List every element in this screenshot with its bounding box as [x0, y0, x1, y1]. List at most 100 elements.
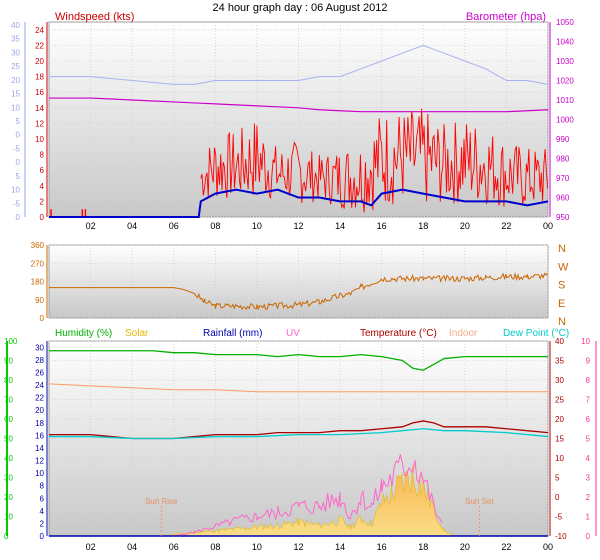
uv-tick: 6: [586, 415, 591, 424]
gust-tick: 0: [16, 213, 21, 222]
barometer-tick: 960: [556, 194, 570, 203]
legend-item: Humidity (%): [55, 328, 112, 339]
x-tick-label-top: 14: [335, 221, 345, 231]
winddir-tick: 270: [31, 259, 45, 268]
compass-label: E: [558, 298, 565, 310]
temp-tick: 35: [555, 357, 564, 366]
compass-label: S: [558, 280, 565, 292]
rain-tick: 6: [40, 494, 45, 503]
rain-tick: 24: [35, 381, 44, 390]
x-tick-label-bottom: 18: [418, 542, 428, 552]
x-tick-label-bottom: 08: [210, 542, 220, 552]
winddir-tick: 0: [40, 314, 45, 323]
solar-area: [163, 464, 456, 537]
rain-tick: 2: [40, 519, 45, 528]
gust-tick: 35: [11, 35, 20, 44]
humidity-tick: 70: [4, 396, 13, 405]
gust-tick: 10: [11, 103, 20, 112]
gust-tick: 5: [16, 172, 21, 181]
winddir-tick: 90: [35, 296, 44, 305]
gust-tick: 20: [11, 76, 20, 85]
gust-tick: 25: [11, 62, 20, 71]
sunrise-label: Sun Rise: [145, 497, 178, 506]
x-tick-label-top: 12: [293, 221, 303, 231]
rain-tick: 26: [35, 368, 44, 377]
temp-tick: 25: [555, 396, 564, 405]
legend-item: UV: [286, 328, 300, 339]
indoor-line: [48, 383, 548, 393]
humidity-tick: 30: [4, 474, 13, 483]
gust-tick: -5: [13, 144, 21, 153]
labels: 24 hour graph day : 06 August 2012 Winds…: [4, 2, 591, 552]
x-tick-label-bottom: 16: [377, 542, 387, 552]
humidity-tick: 0: [4, 532, 9, 541]
data-series: [48, 44, 549, 537]
humidity-tick: 40: [4, 454, 13, 463]
barometer-tick: 970: [556, 174, 570, 183]
rain-tick: 20: [35, 406, 44, 415]
x-tick-label-top: 02: [86, 221, 96, 231]
axes: [6, 22, 597, 536]
uv-tick: 2: [586, 493, 591, 502]
avg-wind-line: [49, 188, 549, 218]
x-tick-label-top: 08: [210, 221, 220, 231]
x-tick-label-bottom: 22: [501, 542, 511, 552]
temp-tick: 10: [555, 454, 564, 463]
barometer-tick: 1030: [556, 57, 574, 66]
humidity-tick: 90: [4, 357, 13, 366]
uv-tick: 9: [586, 357, 591, 366]
x-tick-label-top: 18: [418, 221, 428, 231]
gust-tick: 0: [16, 131, 21, 140]
barometer-tick: 980: [556, 155, 570, 164]
rain-tick: 28: [35, 356, 44, 365]
humidity-tick: 80: [4, 376, 13, 385]
rain-tick: 14: [35, 444, 44, 453]
gust-tick: -5: [13, 199, 21, 208]
x-tick-label-top: 06: [169, 221, 179, 231]
legend-item: Solar: [125, 328, 149, 339]
rain-tick: 4: [40, 507, 45, 516]
uv-tick: 0: [586, 532, 591, 541]
windspeed-tick: 0: [40, 213, 45, 222]
gust-line: [49, 44, 549, 85]
winddir-tick: 360: [31, 241, 45, 250]
temp-tick: 40: [555, 337, 564, 346]
gust-tick: 0: [16, 158, 21, 167]
rain-tick: 10: [35, 469, 44, 478]
x-tick-label-bottom: 06: [169, 542, 179, 552]
x-tick-label-bottom: 14: [335, 542, 345, 552]
rain-tick: 12: [35, 457, 44, 466]
windspeed-tick: 20: [35, 57, 44, 66]
chart-title: 24 hour graph day : 06 August 2012: [213, 2, 388, 14]
humidity-tick: 50: [4, 435, 13, 444]
barometer-tick: 1050: [556, 18, 574, 27]
uv-tick: 1: [586, 513, 591, 522]
windspeed-tick: 16: [35, 88, 44, 97]
temp-tick: 5: [555, 474, 560, 483]
rain-tick: 18: [35, 419, 44, 428]
compass-label: W: [558, 261, 569, 273]
windspeed-tick: 4: [40, 182, 45, 191]
barometer-tick: 1000: [556, 116, 574, 125]
x-tick-label-top: 04: [127, 221, 137, 231]
temp-tick: 0: [555, 493, 560, 502]
legend-item: Indoor: [449, 328, 478, 339]
winddir-line: [49, 272, 548, 311]
windspeed-tick: 6: [40, 166, 45, 175]
barometer-tick: 990: [556, 135, 570, 144]
humidity-tick: 100: [4, 337, 18, 346]
x-tick-label-bottom: 20: [460, 542, 470, 552]
windspeed-tick: 14: [35, 104, 44, 113]
temp-tick: 20: [555, 415, 564, 424]
windspeed-axis-label: Windspeed (kts): [55, 11, 134, 23]
dewpoint-line: [49, 428, 549, 440]
sunset-label: Sun Set: [465, 497, 494, 506]
uv-tick: 7: [586, 396, 591, 405]
humidity-tick: 60: [4, 415, 13, 424]
windspeed-tick: 8: [40, 151, 45, 160]
windspeed-tick: 12: [35, 119, 44, 128]
compass-label: N: [558, 316, 566, 328]
x-tick-label-bottom: 10: [252, 542, 262, 552]
